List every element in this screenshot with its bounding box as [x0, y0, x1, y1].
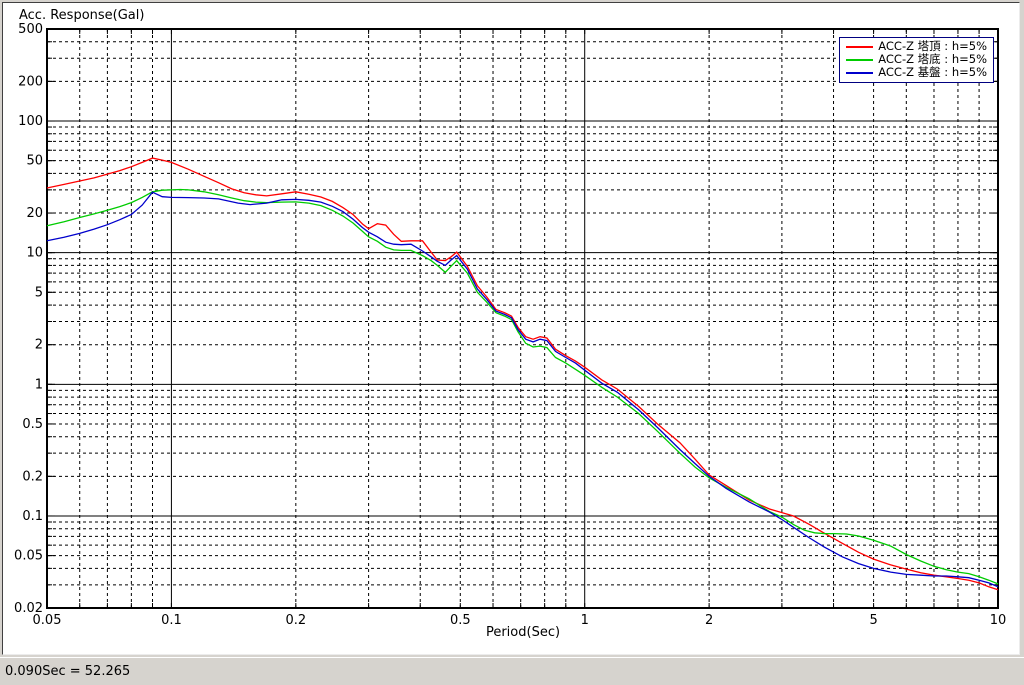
x-axis-title: Period(Sec): [485, 625, 561, 640]
svg-text:200: 200: [18, 74, 43, 89]
svg-text:0.2: 0.2: [22, 469, 43, 484]
svg-text:1: 1: [35, 377, 43, 392]
y-axis-title: Acc. Response(Gal): [19, 8, 145, 23]
svg-text:20: 20: [26, 206, 43, 221]
legend-item: ACC-Z 基盤 : h=5%: [846, 66, 987, 79]
svg-text:0.2: 0.2: [285, 613, 306, 628]
svg-text:0.5: 0.5: [22, 417, 43, 432]
svg-text:500: 500: [18, 22, 43, 37]
legend-line-red-icon: [846, 45, 874, 48]
status-bar: 0.090Sec = 52.265: [0, 657, 1024, 685]
legend-line-green-icon: [846, 58, 874, 61]
svg-text:1: 1: [581, 613, 589, 628]
svg-text:0.5: 0.5: [450, 613, 471, 628]
svg-text:0.02: 0.02: [14, 601, 43, 616]
legend-label-bottom: ACC-Z 塔底 : h=5%: [878, 52, 987, 66]
svg-text:0.05: 0.05: [14, 549, 43, 564]
status-readout: 0.090Sec = 52.265: [5, 664, 131, 679]
svg-text:0.1: 0.1: [161, 613, 182, 628]
legend-line-blue-icon: [846, 71, 874, 74]
chart-panel: 500 200 100 50 20 10 5 2 1 0.5 0.2 0.1 0.05 0.02 0.05 0…: [2, 2, 1020, 655]
svg-text:5: 5: [869, 613, 877, 628]
svg-text:100: 100: [18, 114, 43, 129]
legend: ACC-Z 塔頂 : h=5% ACC-Z 塔底 : h=5% ACC-Z 基盤…: [839, 37, 994, 83]
legend-item: ACC-Z 塔頂 : h=5%: [846, 40, 987, 53]
svg-text:50: 50: [26, 154, 43, 169]
legend-label-top: ACC-Z 塔頂 : h=5%: [878, 39, 987, 53]
svg-text:2: 2: [35, 338, 43, 353]
svg-text:2: 2: [705, 613, 713, 628]
svg-text:0.05: 0.05: [33, 613, 62, 628]
svg-text:5: 5: [35, 285, 43, 300]
svg-text:10: 10: [26, 246, 43, 261]
svg-text:0.1: 0.1: [22, 509, 43, 524]
legend-label-base: ACC-Z 基盤 : h=5%: [878, 65, 987, 79]
svg-text:10: 10: [990, 613, 1007, 628]
legend-item: ACC-Z 塔底 : h=5%: [846, 53, 987, 66]
